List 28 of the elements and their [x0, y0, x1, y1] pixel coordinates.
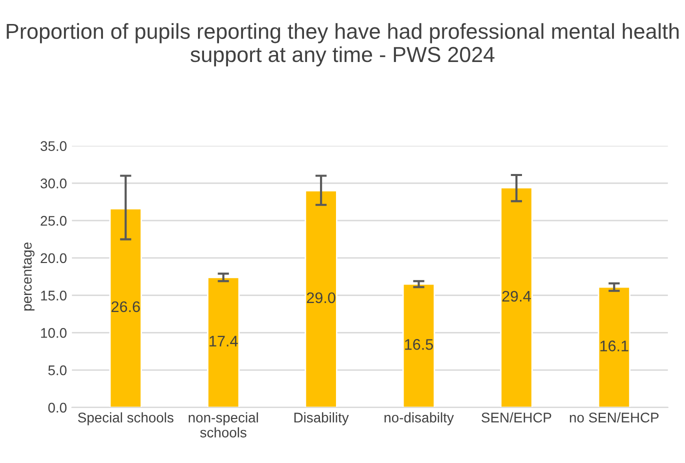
- x-tick-label: Special schools: [78, 412, 174, 426]
- bar: [402, 283, 436, 408]
- y-tick-label: 35.0: [40, 141, 67, 152]
- data-label: 17.4: [210, 336, 238, 346]
- y-tick-label: 0.0: [48, 402, 67, 413]
- x-tick-label: non-special schools: [188, 412, 258, 438]
- data-label: 29.4: [502, 290, 531, 302]
- y-tick-label: 15.0: [41, 290, 67, 300]
- bar: [304, 190, 338, 408]
- data-label: 16.1: [600, 340, 628, 352]
- x-tick-label: no-disabilty: [384, 412, 454, 426]
- chart-title: Proportion of pupils reporting they have had professional mental health support at any time - PWS 2024: [6, 23, 679, 66]
- x-tick-label: SEN/EHCP: [482, 412, 552, 423]
- y-tick-label: 30.0: [40, 178, 67, 188]
- y-axis-title: percentage: [22, 242, 34, 310]
- y-tick-label: 20.0: [40, 253, 67, 264]
- data-label: 26.6: [112, 301, 140, 312]
- data-label: 16.5: [405, 339, 433, 350]
- data-label: 29.0: [306, 292, 336, 304]
- bar: [109, 208, 142, 408]
- bar: [207, 276, 240, 408]
- x-tick-label: no SEN/EHCP: [570, 412, 659, 423]
- x-tick-label: Disability: [294, 412, 349, 426]
- y-tick-label: 5.0: [48, 365, 67, 376]
- bar: [598, 286, 630, 408]
- y-tick-label: 10.0: [41, 328, 67, 338]
- bar: [500, 187, 533, 408]
- y-tick-label: 25.0: [40, 216, 67, 226]
